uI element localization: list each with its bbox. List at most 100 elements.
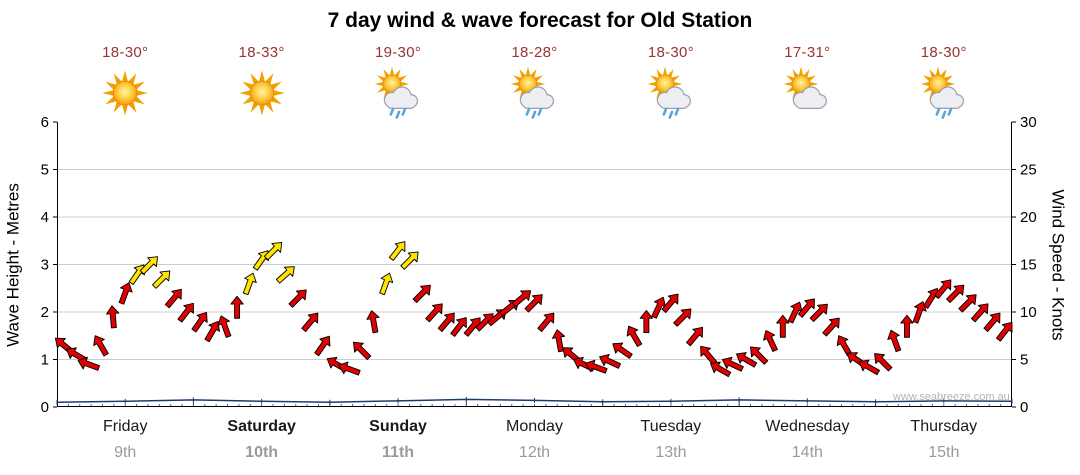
- weather-icon-cell: [876, 64, 1012, 120]
- wind-arrow: [673, 308, 692, 327]
- sun-ray: [519, 69, 526, 78]
- weather-icon-cell: [603, 64, 739, 120]
- sun-ray: [786, 75, 795, 82]
- sun-ray: [922, 86, 932, 93]
- wind-arrow: [366, 310, 380, 334]
- wind-arrow: [537, 312, 555, 332]
- weather-icon-cell: [330, 64, 466, 120]
- wind-arrow: [809, 303, 828, 322]
- sun-ray: [394, 69, 401, 78]
- left-axis-tick-label: 6: [41, 114, 49, 131]
- sun-ray: [258, 70, 265, 82]
- wind-arrow: [995, 321, 1013, 342]
- wind-arrow: [412, 284, 431, 303]
- wind-arrow: [437, 312, 455, 332]
- sun-ray: [799, 66, 804, 75]
- left-axis-tick-label: 4: [41, 209, 49, 226]
- rain-drop: [668, 110, 674, 119]
- sun-ray: [250, 101, 259, 113]
- cloud: [929, 86, 964, 109]
- chart-title: 7 day wind & wave forecast for Old Stati…: [327, 9, 753, 32]
- temperature-range: 18-28°: [511, 44, 558, 61]
- weather-icon-sun-showers: [920, 66, 964, 119]
- sun-ray: [134, 96, 145, 105]
- day-date-label: 11th: [382, 444, 415, 461]
- wind-arrow: [177, 302, 194, 323]
- wind-arrow: [425, 303, 443, 323]
- sun-ray: [804, 69, 810, 78]
- cloud: [793, 86, 828, 109]
- wind-arrow: [970, 303, 989, 323]
- wind-arrow: [626, 325, 643, 347]
- wind-arrow: [379, 272, 394, 296]
- wind-arrow: [797, 298, 815, 318]
- left-axis-tick-label: 1: [41, 352, 49, 369]
- sun-ray: [662, 66, 668, 75]
- sun-ray: [238, 90, 250, 96]
- sun-ray: [511, 81, 520, 87]
- sun-ray: [649, 86, 659, 93]
- left-axis-tick-label: 2: [41, 304, 49, 321]
- wind-arrow: [164, 288, 182, 309]
- wind-arrow: [511, 290, 532, 308]
- right-axis-tick-label: 20: [1020, 209, 1037, 226]
- sun-ray: [810, 81, 819, 87]
- sun-ray: [401, 81, 410, 87]
- wind-arrow: [77, 356, 101, 371]
- sun-ray: [113, 73, 122, 85]
- sun-ray: [122, 104, 129, 116]
- wind-arrow: [887, 329, 902, 353]
- right-axis-tick-label: 5: [1020, 352, 1028, 369]
- weather-icon-partly-cloudy: [784, 66, 828, 109]
- rain-drop: [674, 107, 680, 116]
- sun-ray: [383, 69, 390, 78]
- sun-ray: [270, 96, 282, 105]
- sun: [102, 70, 148, 116]
- wind-arrow: [217, 315, 232, 338]
- sun-ray: [537, 81, 546, 87]
- weather-icon-sun-showers: [511, 66, 555, 119]
- sun-ray: [113, 101, 122, 113]
- weather-icon-cell: [739, 64, 875, 120]
- wind-arrow: [822, 317, 840, 337]
- day-date-label: 9th: [114, 444, 137, 461]
- sun-disc: [249, 80, 274, 106]
- sun-ray: [241, 96, 253, 105]
- wind-arrow: [763, 330, 778, 352]
- day-name-label: Thursday: [910, 418, 978, 435]
- day-name-label: Friday: [102, 418, 148, 435]
- sun-ray: [535, 75, 544, 82]
- wind-arrow: [204, 321, 220, 343]
- sun-ray: [250, 73, 259, 85]
- temperature-range: 18-30°: [647, 44, 694, 61]
- wind-arrow: [288, 289, 307, 308]
- wind-arrow: [139, 256, 158, 275]
- wind-arrow: [858, 359, 880, 376]
- wind-arrow: [230, 295, 244, 319]
- sun-ray: [128, 73, 137, 85]
- right-axis-tick-label: 30: [1020, 114, 1037, 131]
- sun-ray: [808, 75, 817, 82]
- sun-ray: [389, 66, 395, 75]
- sun-ray: [784, 81, 793, 87]
- sun-ray: [656, 69, 663, 78]
- temperature-range: 18-30°: [920, 44, 967, 61]
- wind-arrow: [639, 310, 654, 333]
- day-name-label: Sunday: [369, 418, 427, 435]
- rain-drop: [941, 110, 947, 119]
- weather-icon-sun-showers: [647, 66, 691, 119]
- cloud: [383, 86, 419, 109]
- wind-arrow: [106, 305, 120, 329]
- wind-arrow: [874, 353, 893, 372]
- wind-arrow: [152, 270, 171, 289]
- rain-drop: [525, 107, 531, 116]
- sun-ray: [649, 75, 659, 82]
- wind-arrow: [721, 356, 744, 372]
- rain-drop: [935, 107, 941, 116]
- wind-arrow: [934, 279, 952, 299]
- rain-drop: [537, 107, 543, 116]
- day-name-label: Saturday: [227, 418, 296, 435]
- wind-arrow: [450, 317, 467, 337]
